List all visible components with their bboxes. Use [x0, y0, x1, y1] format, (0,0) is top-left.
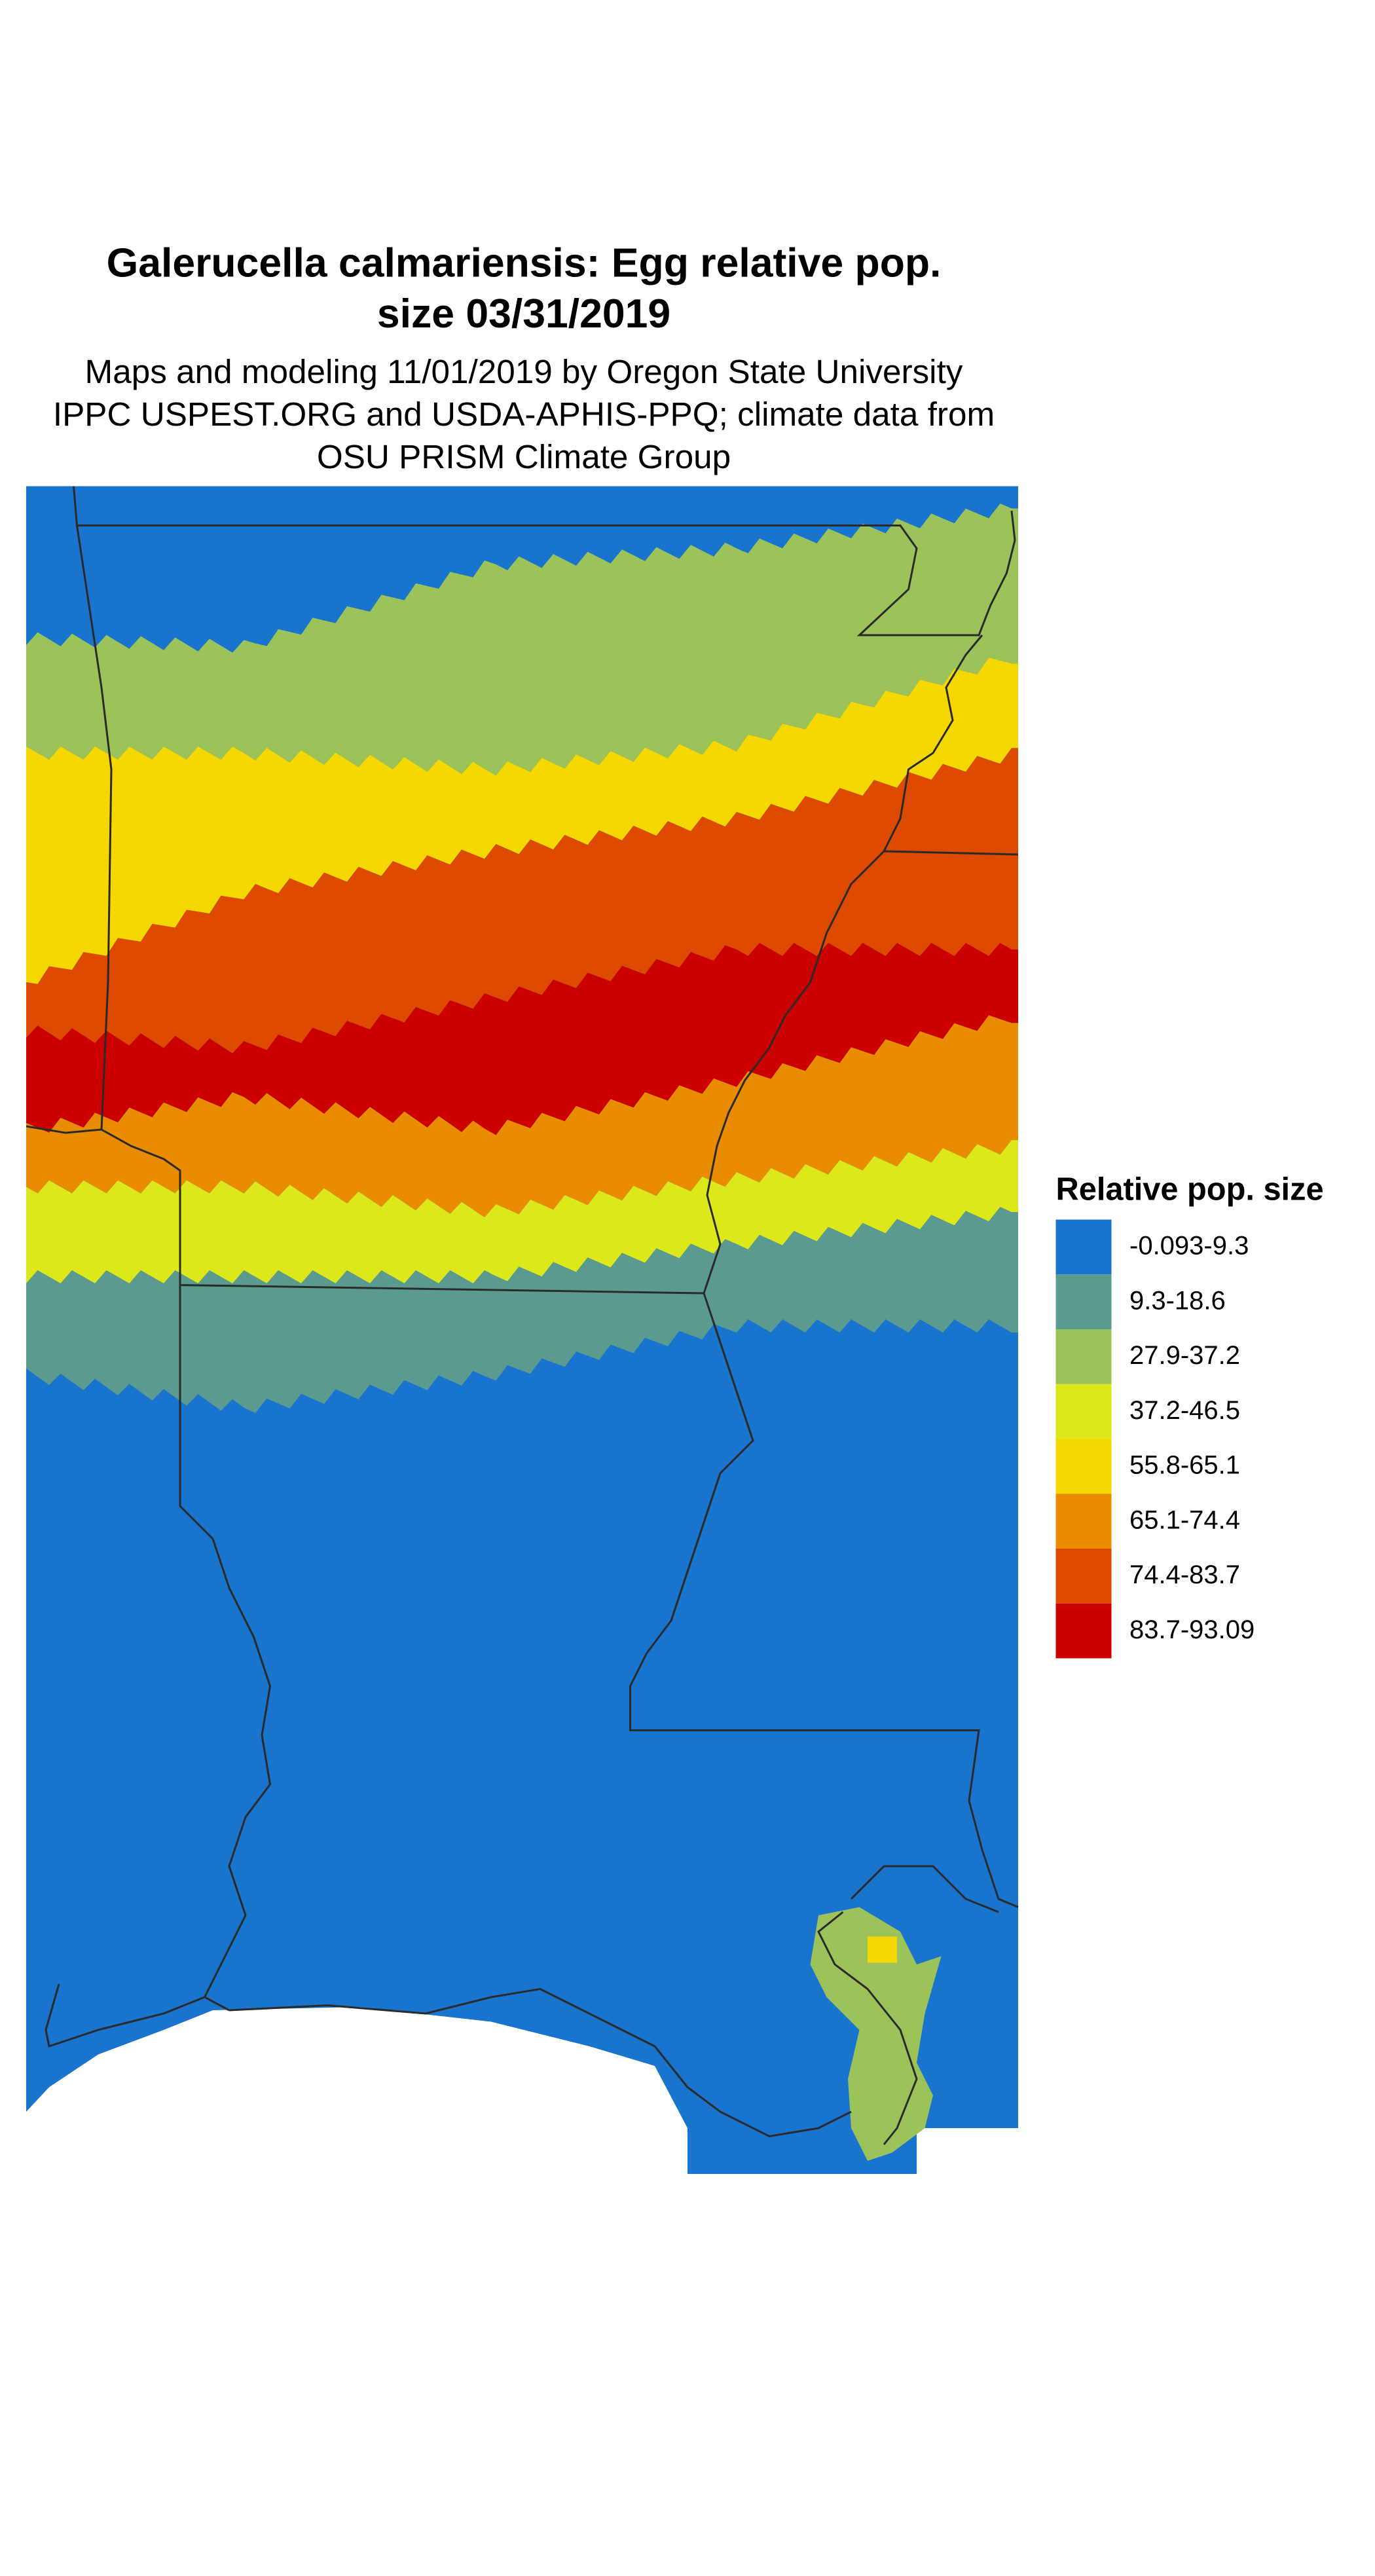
border: [73, 486, 1016, 636]
legend-swatch: [1055, 1549, 1112, 1604]
legend-label: 83.7-93.09: [1129, 1615, 1255, 1644]
legend-swatch: [1055, 1274, 1112, 1329]
raster-band: [26, 1207, 1018, 1413]
map-title: Galerucella calmariensis: Egg relative p…: [107, 240, 942, 286]
raster-band: [26, 943, 1018, 1135]
state-borders: [26, 486, 1019, 2145]
legend-title: Relative pop. size: [1056, 1172, 1324, 1207]
legend-swatch: [1055, 1494, 1112, 1549]
legend-label: 74.4-83.7: [1129, 1560, 1240, 1589]
legend-label: 27.9-37.2: [1129, 1341, 1240, 1370]
legend-swatch: [1055, 1219, 1112, 1275]
legend-swatch: [1055, 1439, 1112, 1494]
map-subtitle: Maps and modeling 11/01/2019 by Oregon S…: [85, 353, 963, 390]
legend-swatch: [1055, 1384, 1112, 1439]
legend-label: -0.093-9.3: [1129, 1232, 1249, 1260]
raster-band: [26, 503, 1018, 776]
border: [179, 1285, 272, 2012]
raster-band: [26, 1015, 1018, 1217]
border: [26, 1125, 102, 1134]
raster-patch: [868, 1936, 897, 1963]
map-raster: [26, 486, 1018, 2174]
map-subtitle: IPPC USPEST.ORG and USDA-APHIS-PPQ; clim…: [53, 396, 995, 433]
legend-swatch: [1055, 1603, 1112, 1659]
legend: -0.093-9.3 9.3-18.6 27.9-37.2 37.2-46.5 55.8…: [1055, 1219, 1255, 1659]
border: [229, 1987, 852, 2138]
legend-label: 9.3-18.6: [1129, 1286, 1226, 1315]
map-title: size 03/31/2019: [377, 291, 670, 337]
legend-swatch: [1055, 1329, 1112, 1384]
map-subtitle: OSU PRISM Climate Group: [317, 438, 731, 475]
border: [76, 525, 705, 1295]
raster-band: [26, 1140, 1018, 1283]
raster-band: [26, 748, 1018, 1054]
legend-label: 65.1-74.4: [1129, 1505, 1240, 1534]
legend-label: 37.2-46.5: [1129, 1396, 1240, 1425]
gulf: [26, 2007, 688, 2130]
border: [817, 1865, 999, 2145]
legend-label: 55.8-65.1: [1129, 1451, 1240, 1480]
raster-band: [26, 657, 1018, 984]
border: [629, 635, 1019, 1908]
border: [45, 1983, 206, 2048]
